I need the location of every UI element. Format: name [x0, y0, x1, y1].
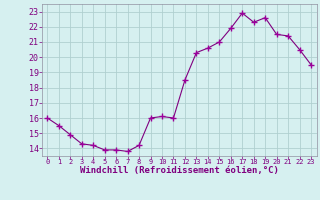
- X-axis label: Windchill (Refroidissement éolien,°C): Windchill (Refroidissement éolien,°C): [80, 166, 279, 175]
